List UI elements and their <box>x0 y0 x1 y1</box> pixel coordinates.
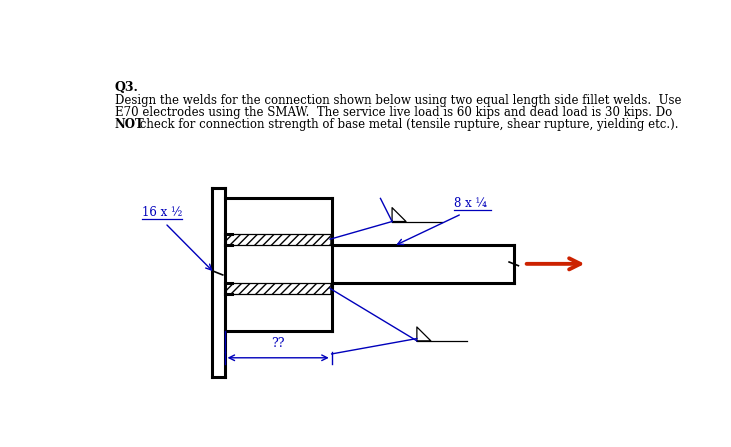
Text: Design the welds for the connection shown below using two equal length side fill: Design the welds for the connection show… <box>115 94 681 107</box>
Text: 16 x ½: 16 x ½ <box>142 206 182 219</box>
Text: NOT: NOT <box>115 118 145 131</box>
Text: check for connection strength of base metal (tensile rupture, shear rupture, yie: check for connection strength of base me… <box>136 118 679 131</box>
Text: ??: ?? <box>271 337 285 350</box>
Text: Q3.: Q3. <box>115 81 138 94</box>
Bar <box>226 283 330 294</box>
Text: 8 x ¼: 8 x ¼ <box>454 197 487 210</box>
Text: E70 electrodes using the SMAW.  The service live load is 60 kips and dead load i: E70 electrodes using the SMAW. The servi… <box>115 106 672 119</box>
Bar <box>226 234 330 245</box>
